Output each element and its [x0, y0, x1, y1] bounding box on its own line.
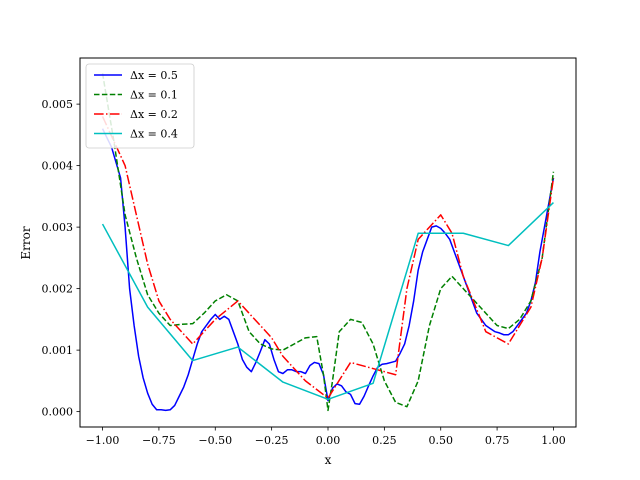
- y-axis: 0.000 0.001 0.002 0.003 0.004 0.005: [42, 98, 80, 419]
- y-tick-label: 0.001: [42, 344, 74, 357]
- x-tick-label: −0.75: [142, 434, 176, 447]
- legend-label-1: Δx = 0.5: [130, 69, 178, 82]
- x-tick-label: 0.50: [428, 434, 453, 447]
- legend-label-4: Δx = 0.4: [130, 128, 178, 141]
- y-tick-label: 0.005: [42, 98, 74, 111]
- x-tick-label: −1.00: [86, 434, 120, 447]
- y-tick-label: 0.004: [42, 160, 74, 173]
- x-tick-label: 0.75: [485, 434, 510, 447]
- x-tick-label: 0.25: [372, 434, 397, 447]
- x-tick-label: −0.50: [198, 434, 232, 447]
- y-tick-label: 0.000: [42, 406, 74, 419]
- legend-box: [85, 63, 195, 149]
- series-layer: [101, 73, 555, 412]
- x-axis: −1.00 −0.75 −0.50 −0.25 0.00 0.25 0.50 0.75 1.00: [86, 427, 566, 447]
- x-tick-label: 1.00: [541, 434, 566, 447]
- y-tick-label: 0.002: [42, 283, 74, 296]
- series-line-3: [101, 116, 555, 399]
- x-tick-label: −0.25: [255, 434, 289, 447]
- series-line-4: [101, 201, 554, 401]
- legend-label-2: Δx = 0.1: [130, 89, 178, 102]
- y-axis-label: Error: [19, 226, 33, 259]
- y-tick-label: 0.003: [42, 221, 74, 234]
- x-axis-label: x: [325, 453, 332, 467]
- x-tick-label: 0.00: [316, 434, 341, 447]
- legend: Δx = 0.5 Δx = 0.1 Δx = 0.2 Δx = 0.4: [85, 63, 195, 149]
- series-line-2: [101, 73, 555, 412]
- legend-label-3: Δx = 0.2: [130, 108, 178, 121]
